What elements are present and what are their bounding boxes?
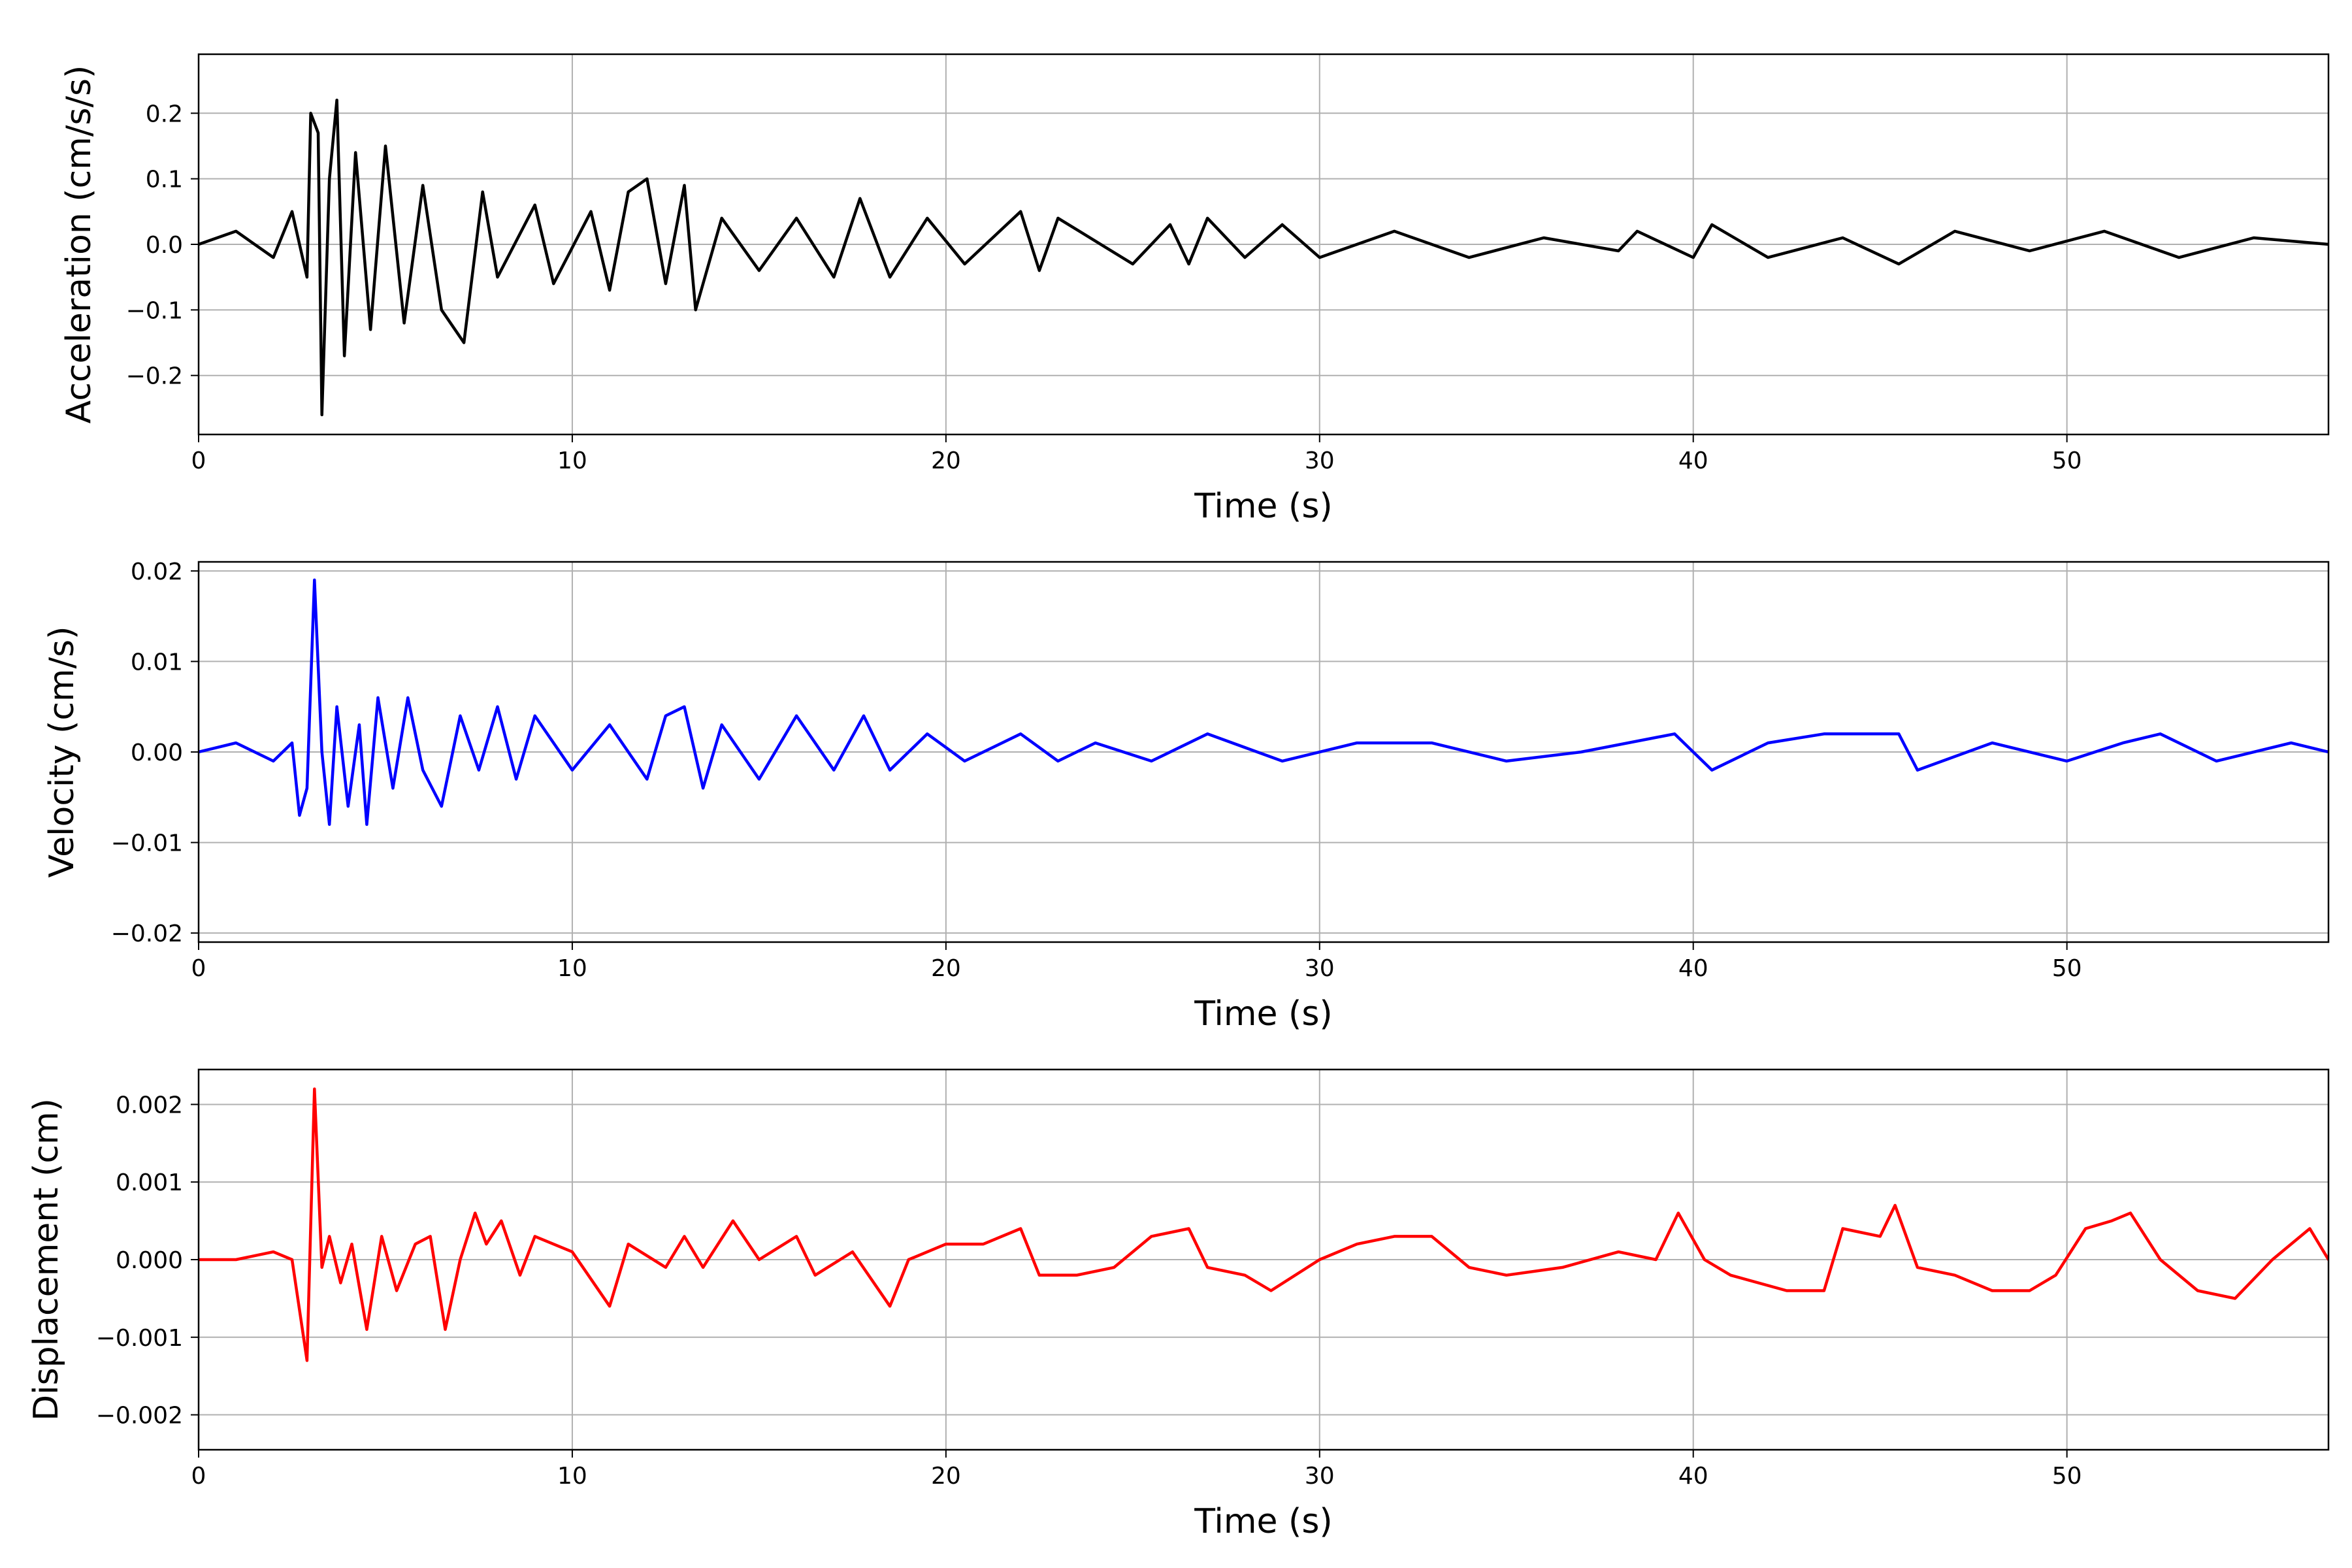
acceleration-trace [199,98,2328,417]
acceleration-x-tick-label: 40 [1678,448,1708,474]
acceleration-grid [198,54,2328,434]
displacement-panel: 0 10 20 30 40 50 −0.002 −0.001 0.000 0.001 0.002 T… [27,1068,2330,1541]
acceleration-x-tick-label: 0 [191,448,206,474]
velocity-x-axis-label: Time (s) [1194,994,1332,1034]
acceleration-x-tick-label: 50 [2052,448,2082,474]
displacement-x-tick-label: 40 [1678,1463,1708,1490]
velocity-trace [199,578,2328,826]
velocity-y-tick-label: 0.00 [131,740,183,766]
acceleration-y-tick-label: −0.2 [126,363,183,390]
displacement-x-tick-label: 30 [1305,1463,1335,1490]
displacement-y-axis-label: Displacement (cm) [27,1098,66,1421]
velocity-x-tick-label: 0 [191,955,206,982]
displacement-x-tick-label: 10 [557,1463,587,1490]
displacement-y-tick-label: 0.000 [116,1247,183,1274]
acceleration-x-tick-label: 30 [1305,448,1335,474]
velocity-ticks: 0 10 20 30 40 50 −0.02 −0.01 0.00 0.01 0.02 [111,559,2082,982]
velocity-x-tick-label: 30 [1305,955,1335,982]
velocity-y-axis-label: Velocity (cm/s) [42,627,82,878]
velocity-panel: 0 10 20 30 40 50 −0.02 −0.01 0.00 0.01 0.02 Time (… [42,559,2330,1034]
acceleration-ticks: 0 10 20 30 40 50 −0.2 −0.1 0.0 0.1 0.2 [126,101,2082,474]
velocity-y-tick-label: −0.02 [111,921,183,947]
velocity-x-tick-label: 10 [557,955,587,982]
displacement-y-tick-label: 0.002 [116,1092,183,1119]
displacement-ticks: 0 10 20 30 40 50 −0.002 −0.001 0.000 0.001 0.002 [96,1092,2082,1490]
displacement-y-tick-label: 0.001 [116,1169,183,1196]
displacement-x-tick-label: 50 [2052,1463,2082,1490]
velocity-y-tick-label: 0.01 [131,649,183,676]
acceleration-y-tick-label: 0.2 [146,101,183,127]
displacement-x-tick-label: 20 [931,1463,961,1490]
acceleration-series-line [199,98,2328,417]
acceleration-x-axis-label: Time (s) [1194,487,1332,526]
velocity-y-tick-label: 0.02 [131,559,183,585]
acceleration-x-tick-label: 20 [931,448,961,474]
velocity-grid [198,562,2328,942]
displacement-y-tick-label: −0.001 [96,1325,183,1352]
displacement-y-tick-label: −0.002 [96,1403,183,1429]
acceleration-y-tick-label: 0.1 [146,167,183,193]
acceleration-panel: 0 10 20 30 40 50 −0.2 −0.1 0.0 0.1 0.2 Time (s) Ac… [59,53,2330,526]
acceleration-x-tick-label: 10 [557,448,587,474]
acceleration-y-tick-label: −0.1 [126,297,183,324]
velocity-series-line [199,578,2328,826]
displacement-x-tick-label: 0 [191,1463,206,1490]
velocity-y-tick-label: −0.01 [111,830,183,857]
velocity-x-tick-label: 20 [931,955,961,982]
velocity-x-tick-label: 50 [2052,955,2082,982]
displacement-trace [199,1087,2328,1362]
displacement-series-line [199,1087,2328,1362]
velocity-x-tick-label: 40 [1678,955,1708,982]
acceleration-y-axis-label: Acceleration (cm/s/s) [59,65,99,424]
acceleration-y-tick-label: 0.0 [146,232,183,259]
displacement-x-axis-label: Time (s) [1194,1502,1332,1541]
